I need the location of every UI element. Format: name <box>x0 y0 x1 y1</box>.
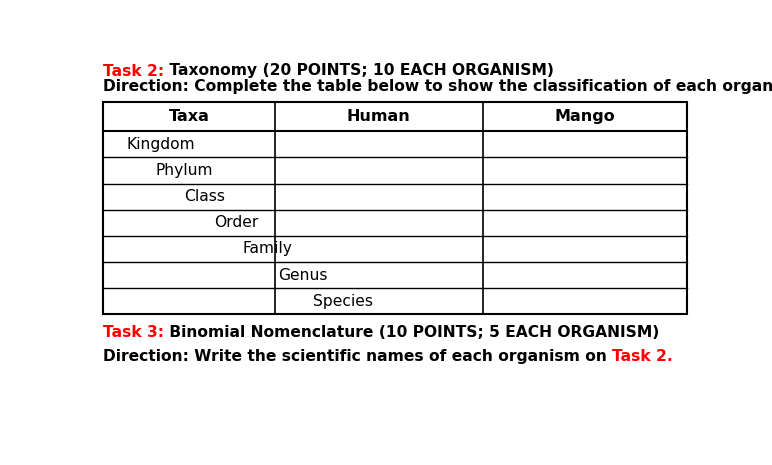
Text: Direction: Write the scientific names of each organism on: Direction: Write the scientific names of… <box>103 350 612 365</box>
Text: Taxa: Taxa <box>168 109 209 124</box>
Text: Human: Human <box>347 109 411 124</box>
Text: Task 3:: Task 3: <box>103 325 164 340</box>
Text: Task 2:: Task 2: <box>103 64 164 79</box>
Text: Kingdom: Kingdom <box>126 137 195 152</box>
Text: Order: Order <box>214 215 258 230</box>
Text: Genus: Genus <box>278 268 327 283</box>
Text: Class: Class <box>185 189 225 204</box>
Text: Mango: Mango <box>554 109 615 124</box>
Text: Phylum: Phylum <box>155 163 213 178</box>
Text: Task 2.: Task 2. <box>612 350 673 365</box>
Text: Direction: Complete the table below to show the classification of each organism.: Direction: Complete the table below to s… <box>103 79 772 94</box>
Bar <box>103 102 687 314</box>
Text: Family: Family <box>243 241 293 257</box>
Text: Taxonomy (20 POINTS; 10 EACH ORGANISM): Taxonomy (20 POINTS; 10 EACH ORGANISM) <box>164 64 554 79</box>
Text: Species: Species <box>313 294 373 309</box>
Text: Binomial Nomenclature (10 POINTS; 5 EACH ORGANISM): Binomial Nomenclature (10 POINTS; 5 EACH… <box>164 325 659 340</box>
